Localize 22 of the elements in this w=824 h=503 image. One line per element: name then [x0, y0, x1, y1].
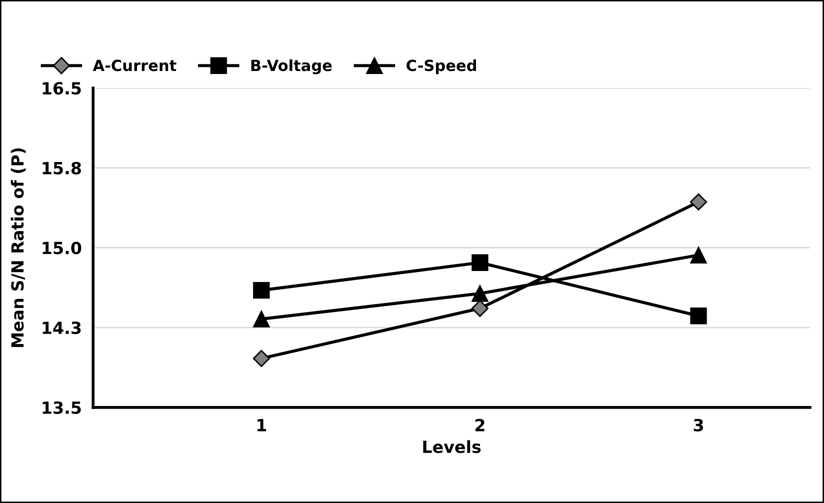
x-tick-label: 2: [475, 418, 484, 432]
point: [472, 254, 488, 271]
point: [690, 193, 708, 210]
point: [472, 285, 488, 302]
x-tick-label: 3: [694, 418, 703, 432]
legend-label: B-Voltage: [251, 59, 332, 74]
point: [253, 310, 270, 328]
y-tick-label: 13.5: [42, 401, 81, 414]
y-tick-label: 15.0: [42, 242, 82, 254]
legend-label: A-Current: [92, 60, 176, 72]
point: [252, 350, 270, 368]
x-axis-title: Levels: [423, 440, 481, 454]
y-tick-label: 16.5: [42, 82, 81, 95]
y-axis-title: Mean S/N Ratio of (P): [10, 148, 26, 347]
point: [471, 300, 489, 317]
legend-label: C-Speed: [406, 59, 476, 74]
y-tick-label: 15.8: [42, 162, 81, 174]
point: [690, 308, 707, 324]
x-tick-label: 1: [257, 419, 266, 432]
point: [690, 246, 707, 264]
y-tick-label: 14.3: [42, 322, 81, 334]
point: [253, 282, 270, 299]
